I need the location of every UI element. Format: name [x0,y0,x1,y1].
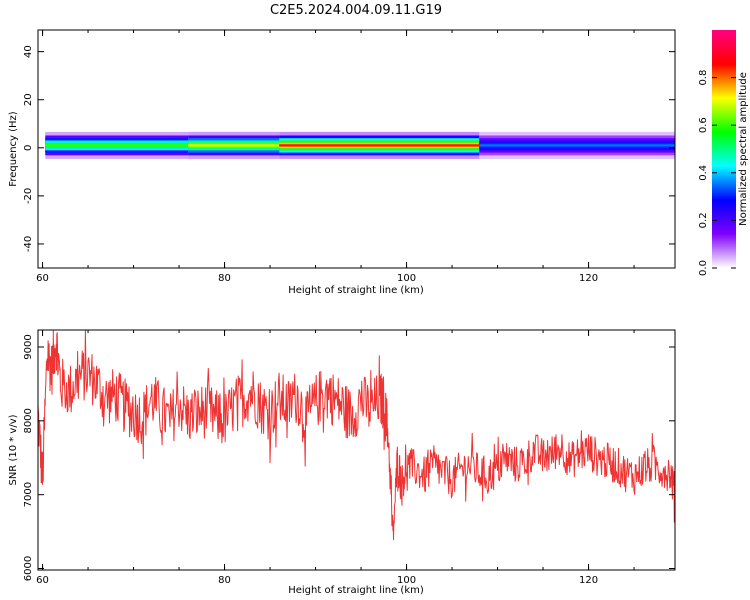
snr-x-tick-label: 80 [218,575,231,586]
snr-plot-area [38,330,675,570]
colorbar-tick-label: 0.8 [698,70,709,86]
snr-y-tick-label: 9000 [23,334,34,359]
spectrogram-ticks: 60 80 100 120 -40 -20 0 20 40 [23,30,675,284]
spectrogram-x-axis-label: Height of straight line (km) [288,285,424,296]
colorbar-strip [712,30,736,268]
snr-x-axis-label: Height of straight line (km) [288,585,424,596]
snr-panel: 60 80 100 120 6000 7000 8000 9000 Height of str… [8,329,676,596]
spectrogram-y-axis-label: Frequency (Hz) [8,111,19,187]
colorbar-tick-label: 0.2 [698,212,709,228]
spectrogram-band-segment-3-layer-5 [479,144,675,147]
snr-y-axis-label: SNR (10 * v/v) [8,414,19,485]
spectrogram-panel: 60 80 100 120 -40 -20 0 20 40 Height of straight… [8,29,676,296]
spectrogram-y-tick-label: -20 [23,188,34,204]
colorbar: 0.0 0.2 0.4 0.6 0.8 Normalized spectral ampl… [698,30,749,276]
spectrogram-x-tick-label: 80 [218,273,231,284]
snr-frame [37,329,676,571]
spectrogram-band [45,131,675,159]
snr-y-tick-label: 7000 [23,482,34,507]
snr-series [37,329,676,541]
spectrogram-y-tick-label: 40 [23,45,34,58]
spectrogram-frame [37,29,676,269]
spectrogram-x-tick-label: 60 [36,273,49,284]
snr-x-tick-label: 100 [397,575,416,586]
snr-x-tick-label: 60 [36,575,49,586]
colorbar-tick-label: 0.0 [698,260,709,276]
spectrogram-band-segment-1-layer-5 [188,144,280,147]
spectrogram-x-tick-label: 100 [397,273,416,284]
colorbar-tick-label: 0.6 [698,117,709,133]
colorbar-ticks: 0.0 0.2 0.4 0.6 0.8 [698,70,736,276]
snr-x-tick-label: 120 [579,575,598,586]
spectrogram-band-segment-2-layer-5 [279,144,480,147]
snr-y-tick-label: 8000 [23,408,34,433]
spectrogram-y-tick-label: 0 [23,145,34,151]
colorbar-label: Normalized spectral amplitude [738,72,749,226]
snr-ticks: 60 80 100 120 6000 7000 8000 9000 [23,330,675,586]
snr-series-line-0 [37,329,676,541]
colorbar-tick-label: 0.4 [698,165,709,181]
spectrogram-y-tick-label: -40 [23,236,34,252]
spectrogram-y-tick-label: 20 [23,93,34,106]
snr-y-tick-label: 6000 [23,556,34,581]
chart-title: C2E5.2024.004.09.11.G19 [270,3,442,18]
spectrogram-band-segment-0-layer-5 [45,144,189,147]
spectrogram-x-tick-label: 120 [579,273,598,284]
